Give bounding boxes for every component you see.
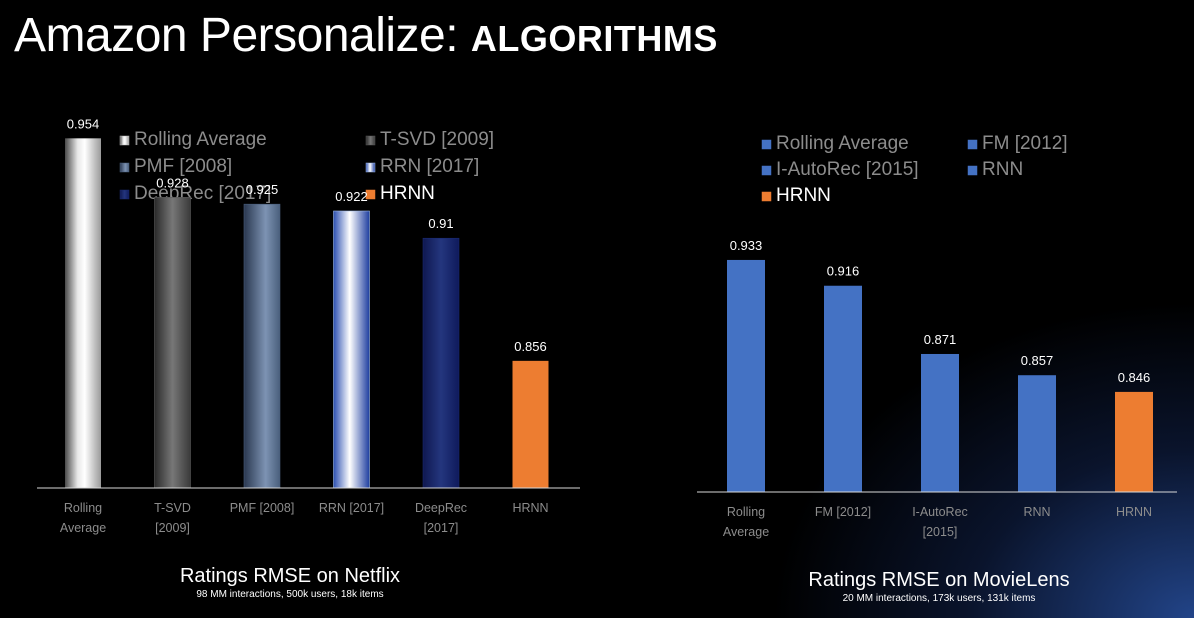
legend-swatch (761, 139, 772, 150)
legend-swatch (967, 165, 978, 176)
legend-label: HRNN (380, 183, 435, 204)
netflix-caption: Ratings RMSE on Netflix 98 MM interactio… (80, 564, 500, 602)
category-label: FM [2012] (815, 505, 871, 519)
legend-swatch (365, 189, 376, 200)
netflix-rmse-chart: Rolling Average T-SVD [2009] PMF [2008] RRN… (37, 116, 580, 535)
data-label: 0.857 (1021, 353, 1054, 368)
data-label: 0.856 (514, 339, 547, 354)
data-label: 0.933 (730, 238, 763, 253)
bar (1018, 375, 1056, 492)
legend-swatch (365, 135, 376, 146)
bar (512, 360, 549, 488)
category-label: [2009] (155, 521, 190, 535)
category-label: I-AutoRec (912, 505, 968, 519)
title-main: Amazon Personalize: (14, 9, 459, 62)
movielens-caption: Ratings RMSE on MovieLens 20 MM interact… (729, 568, 1149, 606)
data-label: 0.916 (827, 264, 860, 279)
legend-swatch (119, 135, 130, 146)
legend-swatch (119, 162, 130, 173)
bar (422, 237, 460, 489)
movielens-legend: Rolling Average FM [2012] I-AutoRec [2015]… (761, 133, 1068, 206)
legend-label: Rolling Average (776, 133, 909, 154)
netflix-chart-title: Ratings RMSE on Netflix (179, 565, 401, 587)
netflix-chart-subtitle: 98 MM interactions, 500k users, 18k item… (196, 589, 384, 600)
category-label: HRNN (1116, 505, 1152, 519)
netflix-bars: 0.954 0.928 0.925 0.922 0.91 0.856 (65, 116, 549, 489)
legend-swatch (761, 191, 772, 202)
netflix-legend: Rolling Average T-SVD [2009] PMF [2008] RRN… (119, 129, 494, 204)
legend-label: Rolling Average (134, 129, 267, 150)
category-label: Average (723, 525, 769, 539)
legend-swatch (365, 162, 376, 173)
slide-title: Amazon Personalize: ALGORITHMS (14, 4, 718, 71)
movielens-chart-subtitle: 20 MM interactions, 173k users, 131k ite… (842, 593, 1036, 604)
bar (65, 138, 101, 488)
movielens-chart-title: Ratings RMSE on MovieLens (808, 569, 1070, 591)
category-label: Average (60, 521, 106, 535)
data-label: 0.954 (67, 116, 100, 131)
legend-swatch (967, 139, 978, 150)
data-label: 0.922 (335, 189, 368, 204)
bar (154, 197, 191, 489)
data-label: 0.928 (156, 175, 189, 190)
netflix-category-labels: Rolling Average T-SVD [2009] PMF [2008] RRN [… (60, 501, 549, 535)
data-label: 0.871 (924, 332, 957, 347)
bar (824, 285, 862, 492)
category-label: Rolling (727, 505, 765, 519)
legend-label: RNN (982, 159, 1023, 180)
bar (921, 353, 959, 492)
category-label: RRN [2017] (319, 501, 384, 515)
bar (1115, 391, 1153, 492)
legend-swatch (119, 189, 130, 200)
title-strong: ALGORITHMS (470, 18, 718, 59)
data-label: 0.925 (246, 182, 279, 197)
category-label: Rolling (64, 501, 102, 515)
legend-label: T-SVD [2009] (380, 129, 494, 150)
category-label: RNN (1023, 505, 1050, 519)
category-label: DeepRec (415, 501, 467, 515)
movielens-category-labels: Rolling Average FM [2012] I-AutoRec [2015] RN… (723, 505, 1152, 539)
legend-label: PMF [2008] (134, 156, 232, 177)
category-label: [2015] (923, 525, 958, 539)
data-label: 0.846 (1118, 370, 1151, 385)
category-label: T-SVD (154, 501, 191, 515)
bar (727, 259, 765, 492)
legend-swatch (761, 165, 772, 176)
legend-label: HRNN (776, 185, 831, 206)
category-label: [2017] (424, 521, 459, 535)
movielens-bars: 0.933 0.916 0.871 0.857 0.846 (727, 238, 1153, 492)
legend-label: FM [2012] (982, 133, 1068, 154)
category-label: HRNN (512, 501, 548, 515)
data-label: 0.91 (428, 216, 453, 231)
category-label: PMF [2008] (230, 501, 295, 515)
legend-label: I-AutoRec [2015] (776, 159, 919, 180)
legend-label: RRN [2017] (380, 156, 479, 177)
bar (333, 210, 370, 489)
